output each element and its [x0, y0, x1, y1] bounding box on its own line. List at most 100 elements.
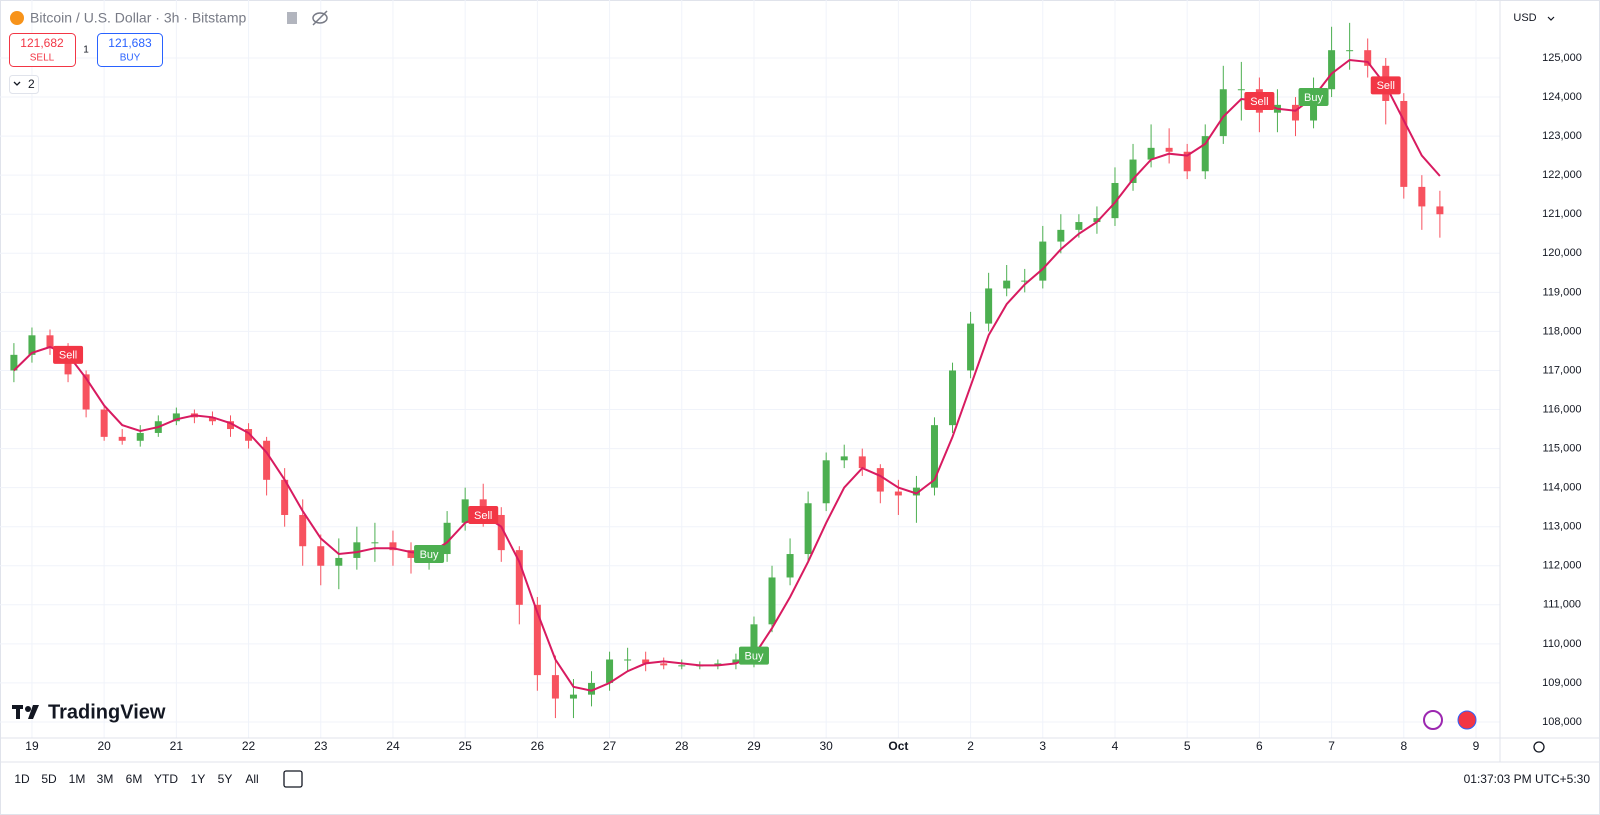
x-tick-label: 24 [386, 739, 400, 753]
currency[interactable]: USD [1513, 12, 1536, 24]
candle-body [606, 659, 614, 683]
candle-body [804, 503, 812, 555]
x-tick-label: 9 [1473, 739, 1480, 753]
x-tick-label: 4 [1112, 739, 1119, 753]
candle-body [389, 542, 397, 551]
signal-label: Buy [420, 549, 439, 561]
candle-body [1400, 100, 1408, 187]
candle-body [912, 487, 920, 496]
candle-body [551, 675, 559, 699]
candle-body [569, 694, 577, 699]
candle-body [28, 335, 36, 355]
y-tick-label: 110,000 [1543, 638, 1582, 650]
candle-body [1364, 50, 1372, 66]
brand: TradingView [48, 701, 166, 723]
x-tick-label: 22 [242, 739, 256, 753]
signal-label: Sell [474, 510, 492, 522]
flag-us-icon[interactable] [1457, 710, 1477, 730]
symbol-title[interactable]: Bitcoin / U.S. Dollar · 3h · Bitstamp [30, 10, 247, 26]
indicators-toggle[interactable] [9, 75, 39, 94]
candle-body [10, 354, 18, 371]
candle-body [533, 604, 541, 676]
signal-label: Sell [59, 350, 77, 362]
candle-body [443, 522, 451, 555]
candle-body [245, 429, 253, 441]
candle-body [660, 663, 668, 666]
candle-body [588, 682, 596, 695]
y-tick-label: 113,000 [1543, 521, 1582, 533]
y-tick-label: 122,000 [1542, 169, 1582, 181]
candle-body [1003, 280, 1011, 289]
range-button[interactable]: YTD [154, 772, 178, 786]
candle-body [678, 665, 686, 667]
x-tick-label: 28 [675, 739, 689, 753]
x-tick-label: 30 [819, 739, 833, 753]
candle-body [985, 288, 993, 324]
buy-button[interactable] [97, 33, 163, 67]
sell-price: 121,682 [20, 36, 64, 50]
logo [12, 705, 39, 719]
x-tick-label: 19 [25, 739, 39, 753]
y-tick-label: 125,000 [1542, 52, 1582, 64]
x-tick-label: 25 [458, 739, 472, 753]
candle-body [750, 624, 758, 660]
signal-label: Buy [1304, 92, 1323, 104]
hide-icon[interactable] [312, 10, 328, 26]
candle-body [515, 550, 523, 605]
candle-body [335, 557, 343, 566]
candle-body [497, 514, 505, 551]
y-tick-label: 121,000 [1542, 208, 1582, 220]
settings-icon[interactable] [1533, 741, 1545, 753]
candle-body [263, 440, 271, 480]
signal-badge [1370, 76, 1401, 95]
range-button[interactable]: 1Y [191, 772, 206, 786]
candle-body [461, 499, 469, 523]
range-button[interactable]: 1M [69, 772, 86, 786]
lightning-icon[interactable] [1423, 710, 1443, 730]
candle-body [624, 659, 632, 661]
candle-body [949, 370, 957, 426]
candle-body [1328, 50, 1336, 90]
range-button[interactable]: All [245, 772, 258, 786]
symbol-icon [10, 11, 24, 25]
x-tick-label: Oct [888, 739, 908, 753]
range-button[interactable]: 1D [14, 772, 30, 786]
y-tick-label: 114,000 [1543, 482, 1582, 494]
candle-body [227, 421, 235, 430]
candle-body [768, 577, 776, 625]
flag-icon[interactable] [287, 12, 297, 24]
buy-label: BUY [120, 53, 141, 64]
sell-button[interactable] [9, 33, 76, 67]
range-button[interactable]: 6M [126, 772, 143, 786]
range-button[interactable]: 5Y [218, 772, 233, 786]
candle-body [858, 456, 866, 469]
y-tick-label: 109,000 [1542, 677, 1582, 689]
buy-price: 121,683 [108, 36, 152, 50]
grid [0, 0, 1500, 738]
x-tick-label: 23 [314, 739, 328, 753]
signal-badge [53, 345, 84, 364]
y-tick-label: 116,000 [1543, 403, 1582, 415]
candle-body [1346, 50, 1354, 52]
candle-body [786, 554, 794, 578]
candle-body [967, 323, 975, 371]
candle-body [930, 425, 938, 488]
x-tick-label: 21 [170, 739, 184, 753]
range-button[interactable]: 5D [41, 772, 57, 786]
x-tick-label: 27 [603, 739, 617, 753]
x-tick-label: 3 [1039, 739, 1046, 753]
candle-body [894, 491, 902, 496]
candle-body [1057, 229, 1065, 242]
candle-body [118, 436, 126, 441]
candle-body [172, 413, 180, 422]
candle-body [353, 542, 361, 558]
signal-badge [1244, 91, 1275, 110]
signal-badge [738, 646, 769, 665]
candle-body [1021, 280, 1029, 282]
clock[interactable]: 01:37:03 PM UTC+5:30 [1464, 772, 1591, 786]
date-range-icon[interactable] [283, 770, 303, 788]
range-button[interactable]: 3M [97, 772, 114, 786]
candle-body [732, 659, 740, 664]
candle-body [1165, 147, 1173, 152]
